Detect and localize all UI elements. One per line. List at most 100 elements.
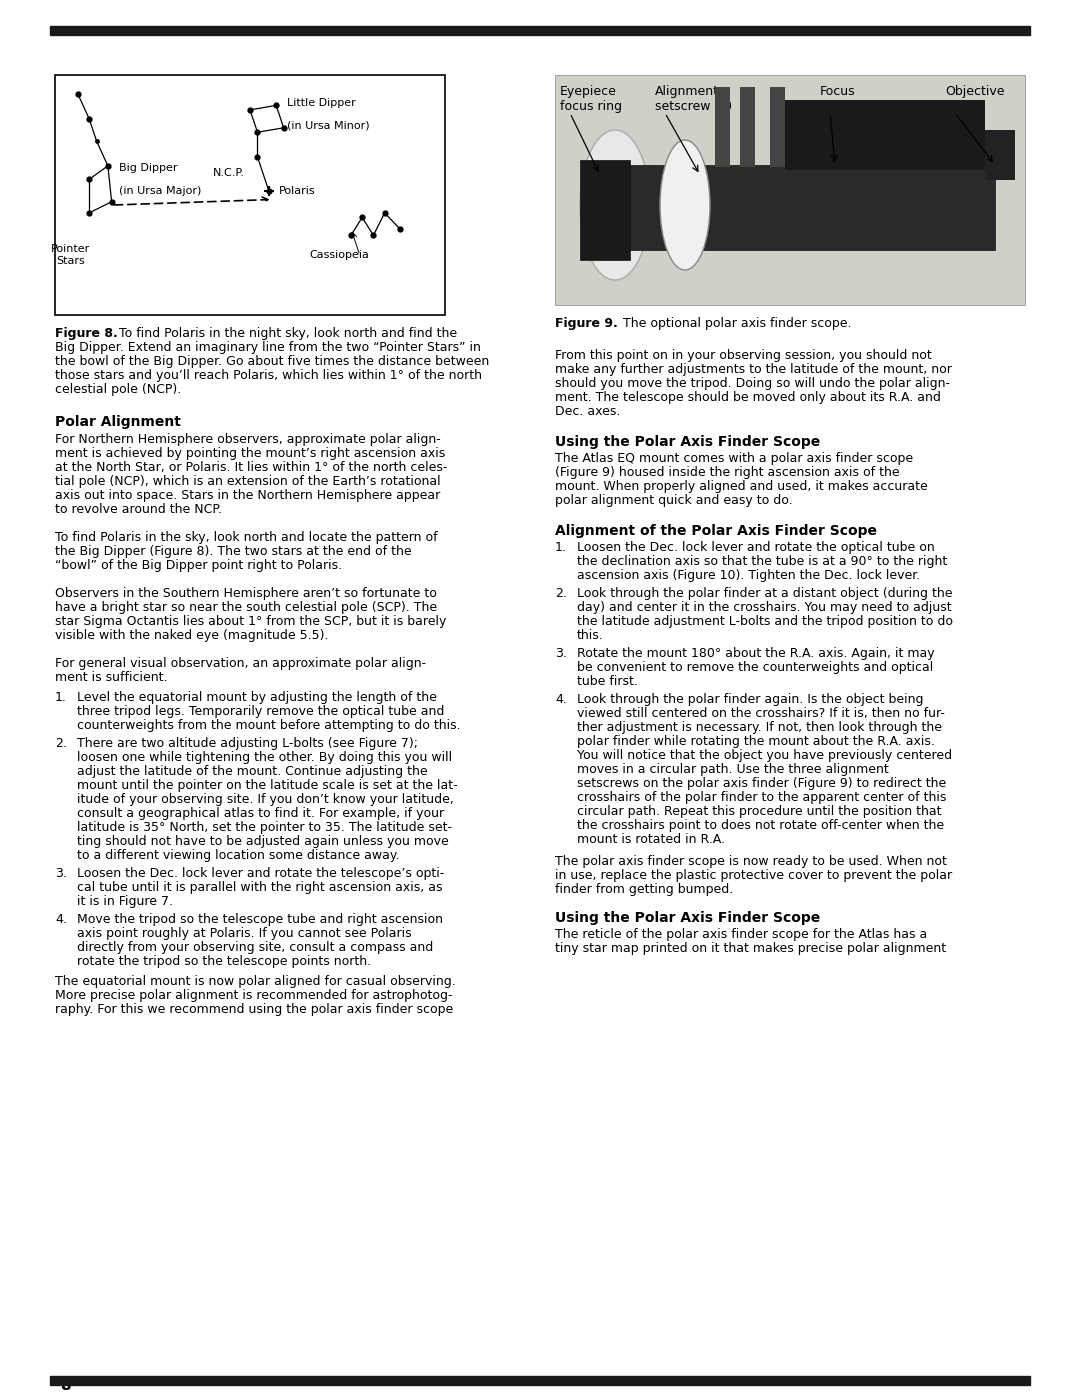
Text: finder from getting bumped.: finder from getting bumped. xyxy=(555,883,733,895)
Text: Alignment
setscrew (3): Alignment setscrew (3) xyxy=(654,85,732,113)
Text: Rotate the mount 180° about the R.A. axis. Again, it may: Rotate the mount 180° about the R.A. axi… xyxy=(577,647,934,659)
Text: visible with the naked eye (magnitude 5.5).: visible with the naked eye (magnitude 5.… xyxy=(55,629,328,643)
Text: consult a geographical atlas to find it. For example, if your: consult a geographical atlas to find it.… xyxy=(77,807,444,820)
Bar xyxy=(785,101,985,170)
Text: polar finder while rotating the mount about the R.A. axis.: polar finder while rotating the mount ab… xyxy=(577,735,935,747)
Text: (in Ursa Minor): (in Ursa Minor) xyxy=(287,120,370,130)
Text: tiny star map printed on it that makes precise polar alignment: tiny star map printed on it that makes p… xyxy=(555,942,946,956)
Text: Using the Polar Axis Finder Scope: Using the Polar Axis Finder Scope xyxy=(555,434,820,448)
Text: More precise polar alignment is recommended for astrophotog-: More precise polar alignment is recommen… xyxy=(55,989,453,1002)
Ellipse shape xyxy=(660,140,710,270)
Text: in use, replace the plastic protective cover to prevent the polar: in use, replace the plastic protective c… xyxy=(555,869,953,882)
Text: Big Dipper: Big Dipper xyxy=(119,163,177,173)
Text: The equatorial mount is now polar aligned for casual observing.: The equatorial mount is now polar aligne… xyxy=(55,975,456,988)
Text: 2.: 2. xyxy=(555,587,567,599)
Text: “bowl” of the Big Dipper point right to Polaris.: “bowl” of the Big Dipper point right to … xyxy=(55,559,342,571)
Text: (in Ursa Major): (in Ursa Major) xyxy=(119,186,202,196)
Text: The reticle of the polar axis finder scope for the Atlas has a: The reticle of the polar axis finder sco… xyxy=(555,928,928,942)
Text: make any further adjustments to the latitude of the mount, nor: make any further adjustments to the lati… xyxy=(555,363,951,376)
Text: cal tube until it is parallel with the right ascension axis, as: cal tube until it is parallel with the r… xyxy=(77,882,443,894)
Text: 1.: 1. xyxy=(55,692,67,704)
Text: at the North Star, or Polaris. It lies within 1° of the north celes-: at the North Star, or Polaris. It lies w… xyxy=(55,461,447,474)
Text: Objective
lens: Objective lens xyxy=(945,85,1004,113)
Bar xyxy=(580,161,630,260)
Text: latitude is 35° North, set the pointer to 35. The latitude set-: latitude is 35° North, set the pointer t… xyxy=(77,821,453,834)
Text: the latitude adjustment L-bolts and the tripod position to do: the latitude adjustment L-bolts and the … xyxy=(577,615,953,629)
Text: 8: 8 xyxy=(60,1377,70,1393)
Text: ment is achieved by pointing the mount’s right ascension axis: ment is achieved by pointing the mount’s… xyxy=(55,447,445,460)
Text: polar alignment quick and easy to do.: polar alignment quick and easy to do. xyxy=(555,495,793,507)
Text: have a bright star so near the south celestial pole (SCP). The: have a bright star so near the south cel… xyxy=(55,601,437,615)
Text: The Atlas EQ mount comes with a polar axis finder scope: The Atlas EQ mount comes with a polar ax… xyxy=(555,453,913,465)
Text: circular path. Repeat this procedure until the position that: circular path. Repeat this procedure unt… xyxy=(577,805,942,819)
Text: ment is sufficient.: ment is sufficient. xyxy=(55,671,167,685)
Text: 4.: 4. xyxy=(555,693,567,705)
Text: The polar axis finder scope is now ready to be used. When not: The polar axis finder scope is now ready… xyxy=(555,855,947,868)
Text: adjust the latitude of the mount. Continue adjusting the: adjust the latitude of the mount. Contin… xyxy=(77,766,428,778)
Text: Focus
lock ring: Focus lock ring xyxy=(820,85,874,113)
Text: loosen one while tightening the other. By doing this you will: loosen one while tightening the other. B… xyxy=(77,752,453,764)
Bar xyxy=(715,87,730,168)
Text: N.C.P.: N.C.P. xyxy=(213,168,244,177)
Bar xyxy=(740,87,755,168)
Text: Big Dipper. Extend an imaginary line from the two “Pointer Stars” in: Big Dipper. Extend an imaginary line fro… xyxy=(55,341,481,353)
Text: the bowl of the Big Dipper. Go about five times the distance between: the bowl of the Big Dipper. Go about fiv… xyxy=(55,355,489,367)
Text: To find Polaris in the night sky, look north and find the: To find Polaris in the night sky, look n… xyxy=(114,327,457,339)
Text: For general visual observation, an approximate polar align-: For general visual observation, an appro… xyxy=(55,657,427,671)
Text: raphy. For this we recommend using the polar axis finder scope: raphy. For this we recommend using the p… xyxy=(55,1003,454,1016)
Bar xyxy=(985,130,1015,180)
Text: mount. When properly aligned and used, it makes accurate: mount. When properly aligned and used, i… xyxy=(555,481,928,493)
Text: Level the equatorial mount by adjusting the length of the: Level the equatorial mount by adjusting … xyxy=(77,692,437,704)
Text: counterweights from the mount before attempting to do this.: counterweights from the mount before att… xyxy=(77,719,461,732)
Text: celestial pole (NCP).: celestial pole (NCP). xyxy=(55,383,181,395)
Text: Polaris: Polaris xyxy=(279,186,315,196)
Text: Move the tripod so the telescope tube and right ascension: Move the tripod so the telescope tube an… xyxy=(77,914,443,926)
Ellipse shape xyxy=(580,130,650,279)
Text: tial pole (NCP), which is an extension of the Earth’s rotational: tial pole (NCP), which is an extension o… xyxy=(55,475,441,488)
Text: this.: this. xyxy=(577,629,604,643)
Text: To find Polaris in the sky, look north and locate the pattern of: To find Polaris in the sky, look north a… xyxy=(55,531,437,543)
Bar xyxy=(770,87,785,168)
Text: to a different viewing location some distance away.: to a different viewing location some dis… xyxy=(77,849,400,862)
Text: three tripod legs. Temporarily remove the optical tube and: three tripod legs. Temporarily remove th… xyxy=(77,705,444,718)
Text: Eyepiece
focus ring: Eyepiece focus ring xyxy=(561,85,622,113)
Bar xyxy=(610,165,995,250)
Text: Observers in the Southern Hemisphere aren’t so fortunate to: Observers in the Southern Hemisphere are… xyxy=(55,587,437,599)
Text: those stars and you’ll reach Polaris, which lies within 1° of the north: those stars and you’ll reach Polaris, wh… xyxy=(55,369,482,381)
Bar xyxy=(50,1376,1030,1384)
Text: viewed still centered on the crosshairs? If it is, then no fur-: viewed still centered on the crosshairs?… xyxy=(577,707,945,719)
Text: mount is rotated in R.A.: mount is rotated in R.A. xyxy=(577,833,725,847)
Text: tube first.: tube first. xyxy=(577,675,638,687)
Text: From this point on in your observing session, you should not: From this point on in your observing ses… xyxy=(555,349,932,362)
Bar xyxy=(50,27,1030,35)
Text: moves in a circular path. Use the three alignment: moves in a circular path. Use the three … xyxy=(577,763,889,775)
Text: the Big Dipper (Figure 8). The two stars at the end of the: the Big Dipper (Figure 8). The two stars… xyxy=(55,545,411,557)
Text: Look through the polar finder again. Is the object being: Look through the polar finder again. Is … xyxy=(577,693,923,705)
Text: axis out into space. Stars in the Northern Hemisphere appear: axis out into space. Stars in the Northe… xyxy=(55,489,441,502)
Text: Using the Polar Axis Finder Scope: Using the Polar Axis Finder Scope xyxy=(555,911,820,925)
Text: 2.: 2. xyxy=(55,738,67,750)
Bar xyxy=(55,75,445,314)
Text: Pointer
Stars: Pointer Stars xyxy=(51,244,90,265)
Text: Figure 8.: Figure 8. xyxy=(55,327,118,339)
Text: Look through the polar finder at a distant object (during the: Look through the polar finder at a dista… xyxy=(577,587,953,599)
Text: mount until the pointer on the latitude scale is set at the lat-: mount until the pointer on the latitude … xyxy=(77,780,458,792)
Text: the crosshairs point to does not rotate off-center when the: the crosshairs point to does not rotate … xyxy=(577,819,944,833)
Text: Loosen the Dec. lock lever and rotate the optical tube on: Loosen the Dec. lock lever and rotate th… xyxy=(577,541,935,555)
Text: 3.: 3. xyxy=(555,647,567,659)
Text: should you move the tripod. Doing so will undo the polar align-: should you move the tripod. Doing so wil… xyxy=(555,377,950,390)
Text: setscrews on the polar axis finder (Figure 9) to redirect the: setscrews on the polar axis finder (Figu… xyxy=(577,777,946,789)
Text: star Sigma Octantis lies about 1° from the SCP, but it is barely: star Sigma Octantis lies about 1° from t… xyxy=(55,615,446,629)
Text: ascension axis (Figure 10). Tighten the Dec. lock lever.: ascension axis (Figure 10). Tighten the … xyxy=(577,569,920,583)
Text: There are two altitude adjusting L-bolts (see Figure 7);: There are two altitude adjusting L-bolts… xyxy=(77,738,418,750)
Text: Dec. axes.: Dec. axes. xyxy=(555,405,620,418)
Text: ting should not have to be adjusted again unless you move: ting should not have to be adjusted agai… xyxy=(77,835,449,848)
Bar xyxy=(555,75,1025,305)
Text: ment. The telescope should be moved only about its R.A. and: ment. The telescope should be moved only… xyxy=(555,391,941,404)
Text: rotate the tripod so the telescope points north.: rotate the tripod so the telescope point… xyxy=(77,956,372,968)
Text: axis point roughly at Polaris. If you cannot see Polaris: axis point roughly at Polaris. If you ca… xyxy=(77,928,411,940)
Text: crosshairs of the polar finder to the apparent center of this: crosshairs of the polar finder to the ap… xyxy=(577,791,946,805)
Text: Figure 9.: Figure 9. xyxy=(555,317,618,330)
Text: itude of your observing site. If you don’t know your latitude,: itude of your observing site. If you don… xyxy=(77,793,454,806)
Text: the declination axis so that the tube is at a 90° to the right: the declination axis so that the tube is… xyxy=(577,555,947,569)
